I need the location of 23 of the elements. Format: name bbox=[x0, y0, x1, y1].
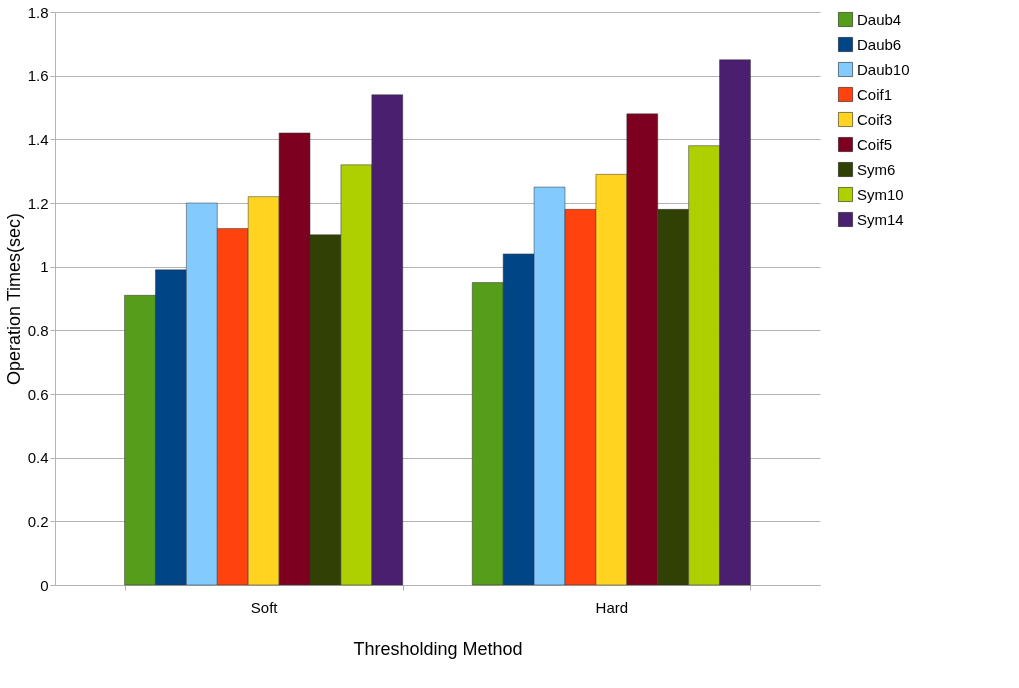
legend-label: Sym6 bbox=[857, 160, 896, 178]
y-tick-label: 1.6 bbox=[27, 67, 49, 85]
legend-label: Coif5 bbox=[857, 135, 893, 153]
y-tick-label: 1.2 bbox=[27, 194, 49, 212]
y-axis-title: Operation Times(sec) bbox=[3, 212, 24, 386]
legend-label: Daub4 bbox=[857, 10, 902, 28]
y-tick-label: 1 bbox=[40, 258, 49, 276]
y-tick-label: 0.6 bbox=[27, 385, 49, 403]
legend-label: Sym10 bbox=[857, 185, 904, 203]
x-tick-label: Hard bbox=[595, 598, 629, 616]
y-tick-label: 0.2 bbox=[27, 512, 49, 530]
legend-label: Coif3 bbox=[857, 110, 893, 128]
y-tick-label: 0.4 bbox=[27, 449, 49, 467]
legend-label: Coif1 bbox=[857, 85, 893, 103]
legend-label: Sym14 bbox=[857, 210, 904, 228]
y-tick-label: 0.8 bbox=[27, 321, 49, 339]
legend-label: Daub6 bbox=[857, 35, 902, 53]
y-tick-label: 1.4 bbox=[27, 130, 49, 148]
y-tick-label: 0 bbox=[40, 576, 49, 594]
x-tick-label: Soft bbox=[250, 598, 279, 616]
x-axis-title: Thresholding Method bbox=[353, 638, 523, 659]
legend-label: Daub10 bbox=[857, 60, 910, 78]
y-tick-label: 1.8 bbox=[27, 3, 49, 21]
